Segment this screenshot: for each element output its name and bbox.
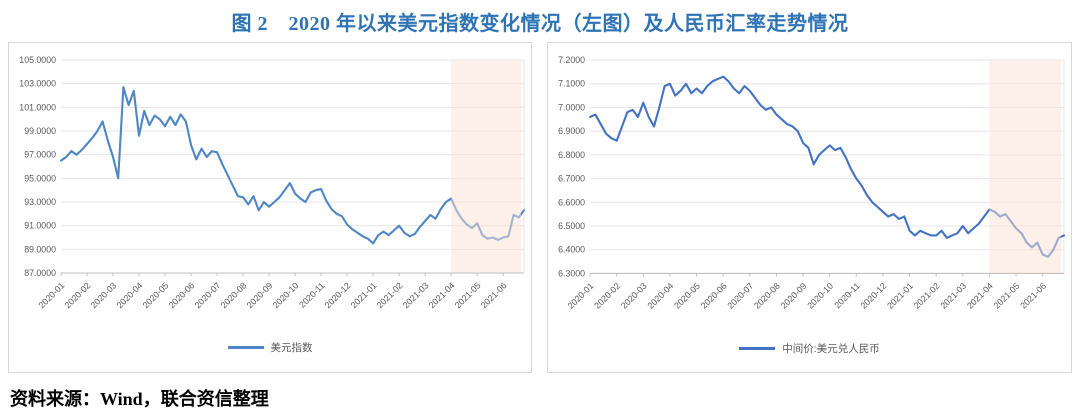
- svg-text:6.4000: 6.4000: [558, 245, 585, 255]
- svg-text:7.1000: 7.1000: [558, 79, 585, 89]
- svg-text:91.0000: 91.0000: [24, 221, 56, 231]
- legend-label: 美元指数: [270, 342, 313, 354]
- svg-text:2020-03: 2020-03: [619, 281, 649, 311]
- svg-text:7.0000: 7.0000: [558, 102, 585, 112]
- svg-text:2020-07: 2020-07: [193, 280, 223, 310]
- svg-text:6.5000: 6.5000: [558, 221, 585, 231]
- svg-text:101.0000: 101.0000: [19, 102, 56, 112]
- svg-text:2020-12: 2020-12: [323, 280, 353, 310]
- svg-text:2020-02: 2020-02: [63, 280, 93, 310]
- svg-text:2020-11: 2020-11: [832, 281, 862, 311]
- svg-text:97.0000: 97.0000: [24, 150, 56, 160]
- dollar-index-chart-panel: 87.0000 89.0000 91.0000 93.0000 95.0000 97.00…: [8, 42, 532, 373]
- svg-text:2021-05: 2021-05: [453, 280, 483, 310]
- svg-text:2021-02: 2021-02: [375, 280, 405, 310]
- usdcny-legend: 中间价:美元兑人民币: [548, 341, 1071, 356]
- svg-text:2020-08: 2020-08: [219, 280, 249, 310]
- svg-text:99.0000: 99.0000: [24, 126, 56, 136]
- svg-text:87.0000: 87.0000: [24, 268, 56, 278]
- svg-text:2021-04: 2021-04: [427, 280, 457, 310]
- usdcny-chart-panel: 6.3000 6.4000 6.5000 6.6000 6.7000 6.8000 6.90…: [547, 42, 1072, 373]
- svg-text:2020-09: 2020-09: [779, 281, 809, 311]
- svg-text:2020-03: 2020-03: [89, 280, 119, 310]
- svg-text:2020-09: 2020-09: [245, 280, 275, 310]
- svg-text:2021-02: 2021-02: [912, 281, 942, 311]
- svg-text:2020-05: 2020-05: [672, 281, 702, 311]
- legend-label: 中间价:美元兑人民币: [782, 342, 880, 355]
- svg-text:2020-04: 2020-04: [115, 280, 145, 310]
- dollar-index-line-chart: 87.0000 89.0000 91.0000 93.0000 95.0000 97.00…: [19, 55, 526, 310]
- usdcny-line-chart: 6.3000 6.4000 6.5000 6.6000 6.7000 6.8000 6.90…: [558, 55, 1066, 311]
- svg-text:95.0000: 95.0000: [24, 173, 56, 183]
- svg-text:2020-12: 2020-12: [858, 281, 888, 311]
- svg-text:2020-06: 2020-06: [167, 280, 197, 310]
- figure-title: 图 2 2020 年以来美元指数变化情况（左图）及人民币汇率走势情况: [231, 13, 849, 35]
- svg-text:2021-01: 2021-01: [349, 280, 379, 310]
- svg-text:2021-01: 2021-01: [885, 281, 915, 311]
- svg-text:2020-06: 2020-06: [699, 281, 729, 311]
- svg-text:6.9000: 6.9000: [558, 126, 585, 136]
- svg-text:2020-10: 2020-10: [805, 281, 835, 311]
- legend-line-swatch: [739, 346, 776, 350]
- svg-text:2021-03: 2021-03: [938, 281, 968, 311]
- svg-text:2020-01: 2020-01: [566, 281, 596, 311]
- svg-text:2020-08: 2020-08: [752, 281, 782, 311]
- svg-text:2020-04: 2020-04: [645, 281, 675, 311]
- svg-text:2020-11: 2020-11: [297, 280, 327, 310]
- charts-row: 87.0000 89.0000 91.0000 93.0000 95.0000 97.00…: [8, 42, 1080, 373]
- svg-text:89.0000: 89.0000: [24, 244, 56, 254]
- svg-text:93.0000: 93.0000: [24, 197, 56, 207]
- svg-text:6.6000: 6.6000: [558, 197, 585, 207]
- svg-text:2020-01: 2020-01: [37, 280, 67, 310]
- svg-text:103.0000: 103.0000: [19, 79, 56, 89]
- svg-text:2020-05: 2020-05: [141, 280, 171, 310]
- source-note: 资料来源：Wind，联合资信整理: [10, 389, 269, 409]
- svg-text:2021-06: 2021-06: [479, 280, 509, 310]
- svg-text:2021-04: 2021-04: [965, 281, 995, 311]
- svg-text:6.8000: 6.8000: [558, 150, 585, 160]
- svg-text:6.7000: 6.7000: [558, 174, 585, 184]
- svg-text:2020-02: 2020-02: [592, 281, 622, 311]
- legend-line-swatch: [227, 346, 264, 349]
- dollar-index-legend: 美元指数: [9, 340, 531, 355]
- svg-text:2020-07: 2020-07: [725, 281, 755, 311]
- svg-text:105.0000: 105.0000: [19, 55, 56, 65]
- svg-text:6.3000: 6.3000: [558, 268, 585, 278]
- svg-text:7.2000: 7.2000: [558, 55, 585, 65]
- svg-text:2021-06: 2021-06: [1018, 281, 1048, 311]
- svg-text:2021-05: 2021-05: [992, 281, 1022, 311]
- svg-text:2020-10: 2020-10: [271, 280, 301, 310]
- svg-text:2021-03: 2021-03: [401, 280, 431, 310]
